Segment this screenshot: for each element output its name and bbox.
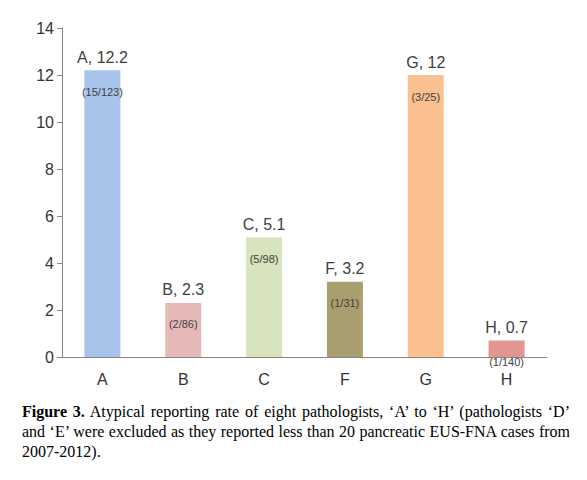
svg-text:C, 5.1: C, 5.1 [243, 216, 286, 233]
svg-text:F, 3.2: F, 3.2 [325, 260, 364, 277]
svg-text:6: 6 [45, 208, 54, 225]
svg-text:12: 12 [36, 67, 54, 84]
svg-text:B: B [178, 371, 189, 388]
svg-text:(5/98): (5/98) [250, 253, 279, 265]
svg-text:14: 14 [36, 20, 54, 37]
svg-text:10: 10 [36, 114, 54, 131]
svg-text:C: C [258, 371, 270, 388]
svg-text:2: 2 [45, 302, 54, 319]
svg-text:A, 12.2: A, 12.2 [77, 49, 128, 66]
svg-text:(3/25): (3/25) [411, 91, 440, 103]
svg-text:H: H [501, 371, 513, 388]
svg-text:G, 12: G, 12 [406, 54, 445, 71]
svg-text:A: A [97, 371, 108, 388]
svg-text:0: 0 [45, 349, 54, 366]
svg-text:(1/31): (1/31) [331, 297, 360, 309]
svg-text:4: 4 [45, 255, 54, 272]
svg-text:8: 8 [45, 161, 54, 178]
svg-text:B, 2.3: B, 2.3 [162, 281, 204, 298]
svg-text:G: G [420, 371, 432, 388]
svg-text:(15/123): (15/123) [82, 86, 123, 98]
html-text:Figure 3. Atypical reporting r: Figure 3. Atypical reporting rate of eig… [22, 403, 570, 460]
svg-text:(2/86): (2/86) [169, 318, 198, 330]
svg-text:H, 0.7: H, 0.7 [485, 319, 528, 336]
svg-text:F: F [340, 371, 350, 388]
svg-text:(1/140): (1/140) [489, 356, 524, 368]
